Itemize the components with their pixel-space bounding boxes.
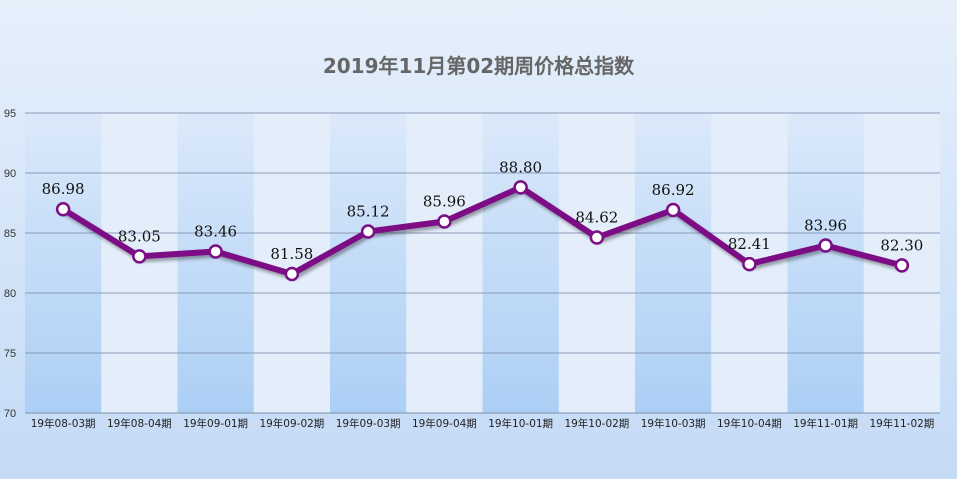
x-tick-label: 19年09-03期 (336, 417, 401, 430)
data-point (894, 258, 910, 273)
x-tick-label: 19年10-02期 (564, 417, 629, 430)
x-tick-label: 19年09-01期 (183, 417, 248, 430)
y-tick-label: 75 (4, 348, 16, 360)
data-label: 84.62 (575, 209, 618, 227)
y-tick-label: 80 (4, 288, 16, 300)
data-point (513, 180, 528, 195)
data-point (208, 244, 223, 259)
x-tick-label: 19年10-04期 (717, 417, 782, 430)
data-label: 83.05 (118, 227, 161, 245)
data-label: 83.46 (194, 222, 237, 240)
data-label: 86.98 (42, 180, 85, 198)
x-tick-label: 19年08-03期 (31, 417, 96, 430)
data-point (742, 256, 757, 272)
data-label: 82.41 (728, 235, 771, 253)
column-band (635, 113, 712, 413)
data-label: 83.96 (804, 216, 847, 234)
data-point (132, 249, 147, 264)
column-band (330, 113, 407, 413)
y-tick-label: 95 (4, 108, 16, 120)
data-point (589, 230, 605, 245)
data-label: 81.58 (270, 245, 313, 263)
data-point (665, 202, 681, 218)
y-tick-label: 70 (4, 408, 16, 420)
column-band (787, 113, 864, 413)
column-band (25, 113, 102, 413)
series-line (60, 184, 905, 278)
data-point (437, 214, 452, 229)
data-label: 85.12 (347, 203, 390, 221)
y-tick-label: 90 (4, 168, 16, 180)
data-label: 85.96 (423, 192, 466, 210)
data-point (360, 224, 376, 239)
data-point (55, 201, 71, 217)
data-label: 82.30 (880, 236, 923, 254)
x-tick-label: 19年09-04期 (412, 417, 477, 430)
x-tick-label: 19年10-01期 (488, 417, 553, 430)
x-tick-label: 19年08-04期 (107, 417, 172, 430)
data-point (818, 238, 833, 253)
x-tick-label: 19年10-03期 (641, 417, 706, 430)
y-tick-label: 85 (4, 228, 16, 240)
chart-title: 2019年11月第02期周价格总指数 (322, 54, 635, 78)
column-band (177, 113, 254, 413)
data-label: 86.92 (652, 181, 695, 199)
x-tick-label: 19年11-01期 (793, 417, 858, 430)
x-tick-label: 19年11-02期 (869, 417, 934, 430)
data-label: 88.80 (499, 158, 542, 176)
column-band (482, 113, 559, 413)
data-point (284, 266, 300, 282)
x-tick-label: 19年09-02期 (259, 417, 324, 430)
